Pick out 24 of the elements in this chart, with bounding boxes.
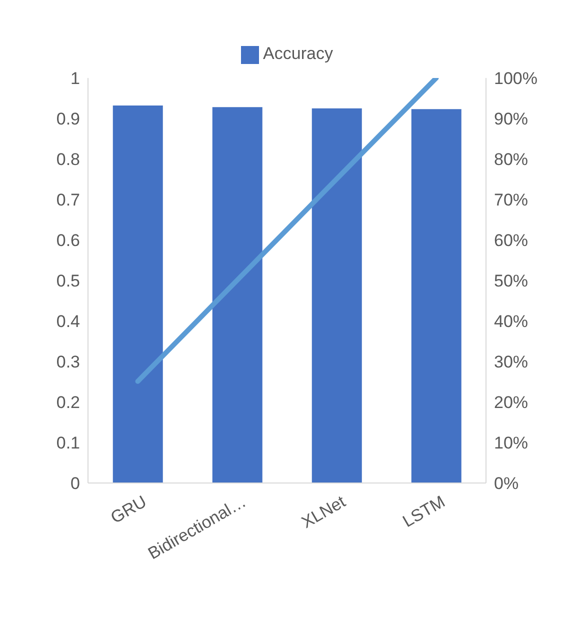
- y2-tick-label: 50%: [494, 272, 528, 291]
- y-tick-label: 0.1: [56, 434, 80, 453]
- y2-tick-label: 0%: [494, 474, 519, 494]
- y-tick-label: 0.2: [56, 393, 80, 412]
- y2-tick-label: 20%: [494, 393, 528, 412]
- y2-tick-label: 60%: [494, 231, 528, 250]
- y-tick-label: 0.6: [56, 231, 80, 250]
- y-tick-label: 0.7: [56, 190, 80, 210]
- y2-tick-label: 40%: [494, 312, 528, 332]
- y2-tick-label: 30%: [494, 352, 528, 372]
- y2-tick-label: 100%: [494, 69, 538, 88]
- y2-tick-label: 10%: [494, 434, 528, 453]
- y-tick-label: 0.3: [56, 352, 80, 372]
- legend-label: Accuracy: [263, 44, 333, 63]
- y-tick-label: 0.4: [56, 312, 80, 332]
- y-tick-label: 1: [70, 69, 80, 88]
- y-tick-label: 0.9: [56, 110, 80, 129]
- y2-tick-label: 70%: [494, 190, 528, 210]
- y-tick-label: 0.5: [56, 272, 80, 291]
- y2-tick-label: 90%: [494, 110, 528, 129]
- y-tick-label: 0.8: [56, 150, 80, 170]
- y-tick-label: 0: [70, 474, 80, 494]
- x-tick-label: GRU: [108, 492, 150, 528]
- y2-tick-label: 80%: [494, 150, 528, 170]
